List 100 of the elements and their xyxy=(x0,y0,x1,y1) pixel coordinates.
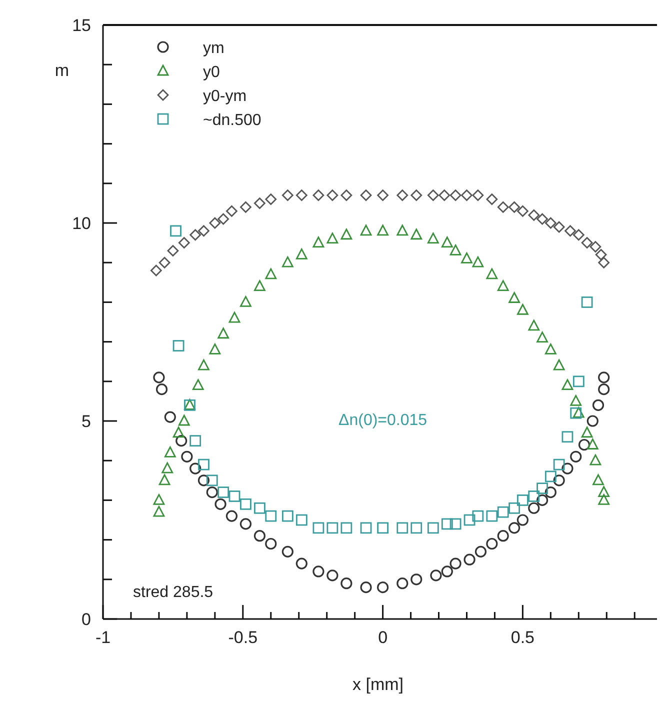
point xyxy=(595,248,607,260)
point xyxy=(190,435,202,446)
point xyxy=(282,546,294,558)
point xyxy=(206,474,218,486)
point xyxy=(282,190,294,201)
point xyxy=(209,344,221,354)
point xyxy=(162,462,174,474)
point xyxy=(516,205,528,217)
point xyxy=(178,237,190,248)
x-tick-label: 0 xyxy=(378,628,388,647)
point xyxy=(562,379,574,390)
point xyxy=(581,296,593,308)
point xyxy=(377,582,389,594)
point xyxy=(153,494,165,505)
point xyxy=(528,490,540,502)
y-tick-label: 0 xyxy=(82,610,91,629)
point xyxy=(441,236,453,248)
y-axis-title: m xyxy=(54,61,70,80)
point xyxy=(296,514,308,526)
point xyxy=(226,205,238,217)
point xyxy=(486,510,498,522)
point xyxy=(590,241,602,252)
point xyxy=(326,190,338,201)
point xyxy=(209,217,221,229)
point xyxy=(340,522,352,534)
point xyxy=(474,546,487,558)
point xyxy=(450,518,462,530)
point xyxy=(410,522,422,534)
point xyxy=(464,514,476,526)
point xyxy=(240,498,252,510)
y-tick-label: 10 xyxy=(72,214,91,233)
point xyxy=(218,328,230,339)
point xyxy=(592,399,604,411)
point xyxy=(450,244,462,256)
point xyxy=(598,494,610,505)
point xyxy=(536,494,548,506)
point xyxy=(312,236,324,248)
x-tick-label: 0.5 xyxy=(510,628,535,647)
point xyxy=(572,406,584,418)
point xyxy=(472,190,484,201)
point xyxy=(167,245,179,256)
point xyxy=(544,217,556,229)
point xyxy=(430,570,442,582)
point xyxy=(570,395,582,406)
point xyxy=(198,474,210,486)
point xyxy=(536,332,548,343)
x-tick-label: -1 xyxy=(95,628,111,647)
point xyxy=(228,312,240,323)
point xyxy=(226,510,238,522)
point xyxy=(516,304,528,315)
annotation: Δn(0)=0.015 xyxy=(338,412,428,429)
point xyxy=(461,252,472,264)
point xyxy=(172,426,184,438)
point xyxy=(190,462,202,474)
point xyxy=(181,450,193,462)
point xyxy=(326,232,338,244)
point xyxy=(240,518,252,530)
point xyxy=(553,359,565,370)
point xyxy=(192,379,204,390)
point xyxy=(562,462,574,474)
point xyxy=(572,376,584,388)
point xyxy=(164,411,176,423)
point xyxy=(340,190,352,201)
legend-label: ym xyxy=(203,40,224,57)
point xyxy=(486,194,498,205)
legend-label: ~dn.500 xyxy=(203,112,262,129)
point xyxy=(544,470,556,482)
point xyxy=(486,538,498,550)
point xyxy=(396,578,408,590)
point xyxy=(472,510,484,522)
point xyxy=(536,213,548,225)
point xyxy=(312,190,324,201)
point xyxy=(282,256,294,268)
point xyxy=(360,224,372,236)
point xyxy=(570,407,582,419)
point xyxy=(340,578,352,590)
point xyxy=(461,190,472,201)
point xyxy=(172,340,184,352)
point xyxy=(176,435,188,447)
point xyxy=(581,426,593,438)
point xyxy=(598,256,610,268)
point xyxy=(158,256,170,268)
point xyxy=(228,490,240,502)
point xyxy=(562,431,574,443)
y-tick-label: 15 xyxy=(72,16,91,35)
point xyxy=(578,438,590,451)
point xyxy=(497,280,509,292)
point xyxy=(450,190,462,201)
point xyxy=(427,522,439,534)
point xyxy=(360,522,372,534)
point xyxy=(410,190,422,201)
point xyxy=(206,486,218,498)
point xyxy=(441,566,453,578)
point xyxy=(153,506,165,517)
point xyxy=(214,498,226,510)
point xyxy=(564,225,576,237)
point xyxy=(178,414,190,426)
point xyxy=(438,190,450,201)
point xyxy=(586,438,598,450)
point xyxy=(536,482,548,494)
